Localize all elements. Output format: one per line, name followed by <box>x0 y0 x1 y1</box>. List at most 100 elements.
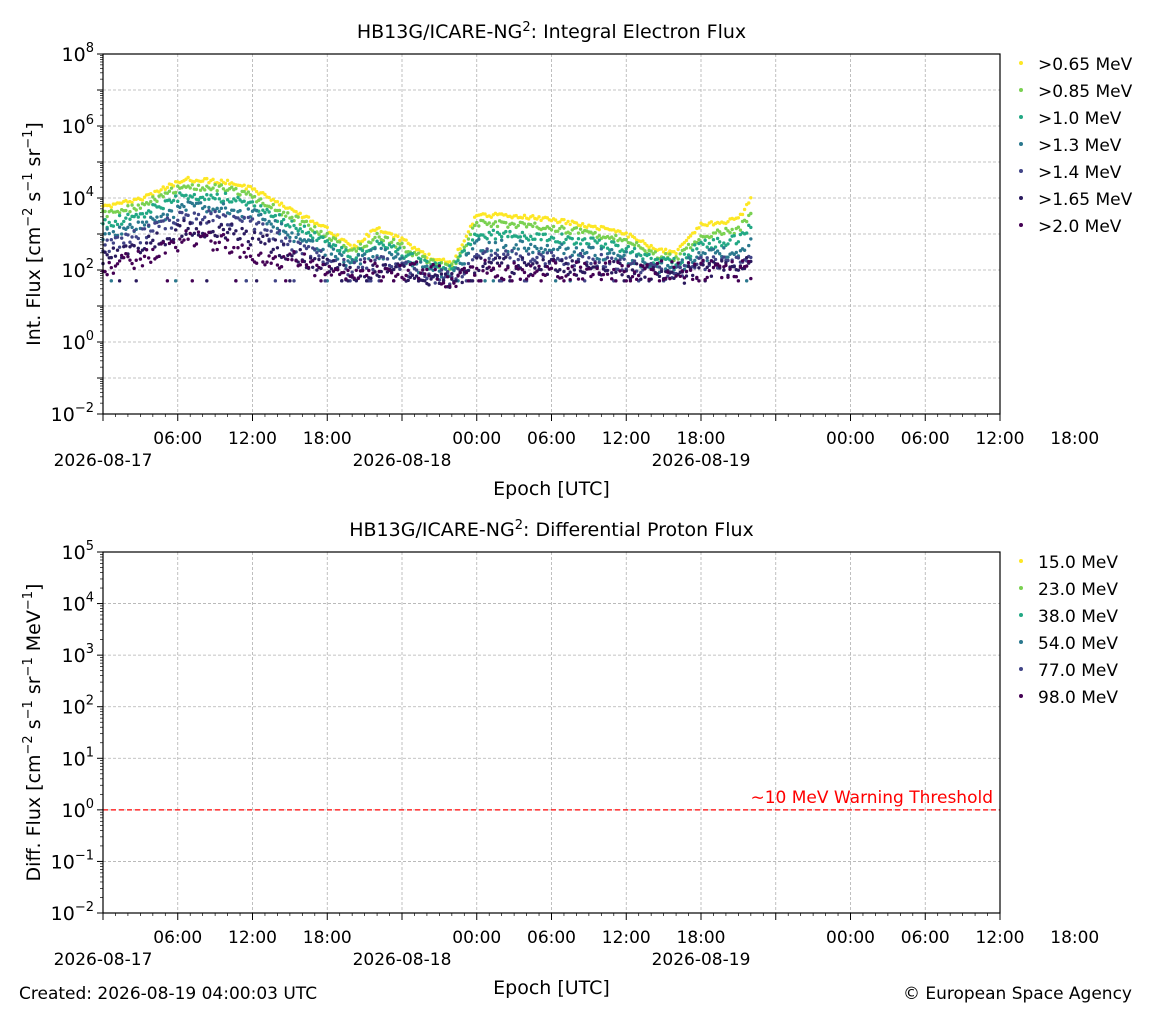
y-tick-label: 102 <box>62 257 94 282</box>
data-point <box>551 254 556 258</box>
data-point <box>163 251 167 255</box>
data-point <box>504 255 508 259</box>
data-point <box>186 175 190 180</box>
data-point <box>576 277 581 281</box>
data-point <box>672 276 676 280</box>
data-point <box>724 263 728 268</box>
data-point <box>279 265 284 269</box>
data-point <box>348 265 352 270</box>
legend-label: >2.0 MeV <box>1038 217 1122 237</box>
data-point <box>709 259 714 263</box>
x-tick-label: 06:00 <box>901 429 950 449</box>
data-point <box>161 212 165 216</box>
legend-marker <box>1019 694 1023 698</box>
data-point <box>130 261 134 266</box>
data-point <box>682 240 687 245</box>
data-point <box>192 231 197 236</box>
data-point <box>643 241 647 246</box>
data-point <box>165 213 170 217</box>
data-point <box>695 247 699 251</box>
y-tick-exponent: 1 <box>86 745 94 760</box>
data-point <box>352 247 356 251</box>
data-point <box>508 275 512 279</box>
data-point <box>275 199 280 204</box>
data-point <box>707 261 712 266</box>
data-point <box>371 254 375 259</box>
data-point <box>205 233 209 238</box>
data-point <box>375 255 379 260</box>
data-point <box>236 246 240 250</box>
data-point <box>213 241 217 245</box>
data-point <box>630 261 635 265</box>
data-point <box>171 237 176 242</box>
data-point <box>408 275 413 280</box>
data-point <box>161 206 165 211</box>
data-point <box>529 242 533 247</box>
data-point <box>344 239 348 244</box>
data-point <box>348 261 352 265</box>
data-point <box>298 227 302 231</box>
data-point <box>556 247 560 252</box>
data-point <box>230 222 234 226</box>
proton-chart-title: HB13G/ICARE-NG2: Differential Proton Flu… <box>349 518 754 541</box>
data-point <box>375 264 379 268</box>
data-point <box>213 197 217 201</box>
data-point <box>277 228 282 233</box>
legend-marker <box>1019 169 1023 173</box>
data-point <box>456 258 460 263</box>
data-point <box>200 195 205 199</box>
data-point <box>668 252 672 256</box>
data-point <box>637 273 641 278</box>
data-point <box>350 270 354 274</box>
data-point <box>599 277 604 282</box>
proton-plot-frame <box>102 551 1001 914</box>
data-point <box>736 240 741 244</box>
data-point <box>331 259 336 263</box>
data-point <box>254 189 259 194</box>
data-point <box>668 276 672 281</box>
data-point <box>549 228 554 232</box>
data-point <box>537 232 541 236</box>
data-point <box>418 257 423 261</box>
data-point <box>524 277 529 281</box>
data-point <box>481 264 485 269</box>
data-point <box>302 224 307 228</box>
data-point <box>178 191 182 195</box>
data-point <box>107 220 111 225</box>
data-point <box>161 240 165 245</box>
data-point <box>300 259 305 264</box>
data-point <box>539 218 543 223</box>
data-point <box>529 234 533 239</box>
data-point <box>593 261 597 265</box>
data-point <box>583 271 587 275</box>
data-point <box>331 247 336 251</box>
data-point <box>302 244 307 248</box>
data-point <box>539 279 543 283</box>
data-point <box>402 264 406 268</box>
data-point <box>167 237 172 241</box>
data-point <box>134 279 138 283</box>
data-point <box>290 231 294 235</box>
data-point <box>335 268 340 272</box>
data-point <box>209 211 213 216</box>
data-point <box>344 248 348 252</box>
data-point <box>720 259 724 263</box>
data-point <box>271 202 275 207</box>
data-point <box>325 231 329 236</box>
data-point <box>182 218 186 223</box>
data-point <box>342 260 346 264</box>
series-1 <box>101 182 753 272</box>
data-point <box>188 221 192 226</box>
title-rest: : Differential Proton Flux <box>523 519 754 541</box>
data-point <box>630 274 635 279</box>
data-point <box>462 239 466 243</box>
data-point <box>130 225 134 230</box>
data-point <box>568 255 572 259</box>
data-point <box>146 256 151 260</box>
data-point <box>502 277 506 282</box>
data-point <box>526 252 531 256</box>
data-point <box>421 250 425 254</box>
data-point <box>348 243 352 247</box>
data-point <box>711 238 716 242</box>
data-point <box>657 274 662 279</box>
